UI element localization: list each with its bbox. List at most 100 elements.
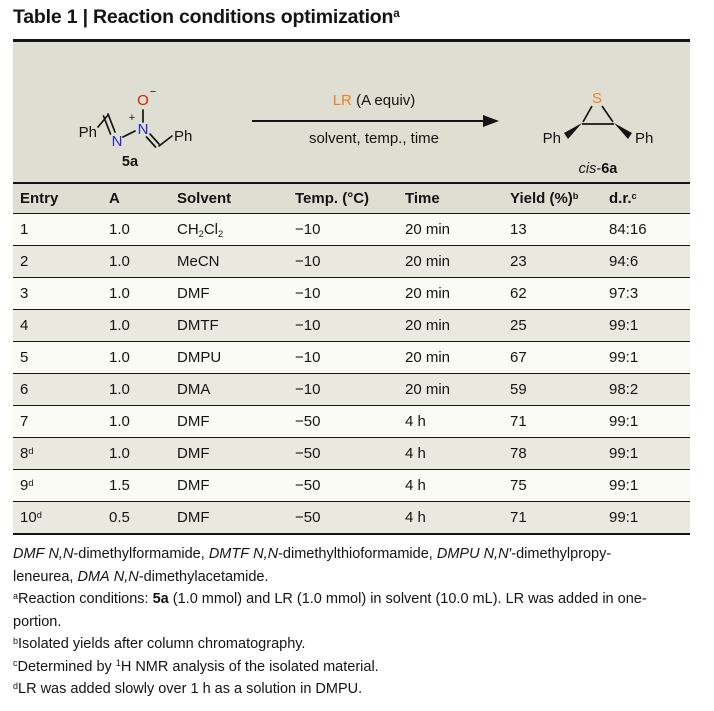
table-cell: 71	[510, 509, 527, 526]
table-cell: −10	[295, 253, 321, 270]
column-header: d.r.c	[609, 190, 637, 207]
product-structure: S Ph Ph cis-6a	[543, 90, 654, 177]
table-cell: DMTF	[177, 317, 219, 334]
table-cell: 84:16	[609, 221, 647, 238]
table-cell: 20 min	[405, 349, 451, 366]
column-header: Entry	[20, 190, 59, 207]
results-table: Entry A Solvent Temp. (°C) Time Yield (%)b d.r…	[13, 182, 690, 535]
table-cell: 20 min	[405, 285, 451, 302]
column-header: Solvent	[177, 190, 232, 207]
table-cell: 5	[20, 349, 29, 366]
ph-label: Ph	[635, 130, 653, 147]
table-cell: 8d	[20, 445, 34, 462]
table-cell: 99:1	[609, 445, 639, 462]
table-cell: 78	[510, 445, 527, 462]
table-cell: 99:1	[609, 509, 639, 526]
ph-label: Ph	[174, 128, 192, 145]
table-cell: DMF	[177, 413, 210, 430]
table-row: 8d 1.0 DMF −50 4 h 78 99:1	[13, 437, 690, 470]
table-cell: 1.0	[109, 413, 130, 430]
footnote-line: bIsolated yields after column chromatogr…	[13, 635, 306, 652]
table-cell: 1.0	[109, 253, 130, 270]
sulfur-atom: S	[592, 90, 602, 107]
table-cell: MeCN	[177, 253, 220, 270]
table-cell: 2	[20, 253, 29, 270]
table-row: 4 1.0 DMTF −10 20 min 25 99:1	[13, 309, 690, 342]
equiv-label: (A equiv)	[352, 92, 415, 109]
reactant-structure: Ph N N + O − Ph 5a	[79, 86, 193, 170]
table-cell: 1.0	[109, 445, 130, 462]
table-row: 9d 1.5 DMF −50 4 h 75 99:1	[13, 469, 690, 502]
table-cell: −50	[295, 509, 321, 526]
table-cell: −10	[295, 221, 321, 238]
table-cell: 1.0	[109, 317, 130, 334]
table-cell: 94:6	[609, 253, 639, 270]
table-cell: 1.0	[109, 349, 130, 366]
footnote-line: DMF N,N-dimethylformamide, DMTF N,N-dime…	[13, 546, 612, 585]
table-cell: 4 h	[405, 413, 426, 430]
table-cell: DMF	[177, 445, 210, 462]
table-cell: 4 h	[405, 445, 426, 462]
table-row: 1 1.0 CH2Cl2 −10 20 min 13 84:16	[13, 213, 690, 246]
table-cell: DMF	[177, 509, 210, 526]
table-cell: 1.0	[109, 285, 130, 302]
reaction-scheme: Ph N N + O − Ph 5a LR (A equiv) solvent,…	[79, 86, 654, 177]
table-cell: 10d	[20, 509, 42, 526]
table-cell: −50	[295, 445, 321, 462]
table-cell: 6	[20, 381, 29, 398]
table-cell: 99:1	[609, 477, 639, 494]
table-cell: 4	[20, 317, 29, 334]
reagent-label: LR (A equiv)	[333, 92, 416, 109]
table-cell: DMPU	[177, 349, 222, 366]
table-cell: 1.5	[109, 477, 130, 494]
table-cell: 99:1	[609, 349, 639, 366]
conditions-label: solvent, temp., time	[309, 130, 439, 147]
table-cell: 0.5	[109, 509, 130, 526]
table-cell: DMA	[177, 381, 211, 398]
table-cell: 98:2	[609, 381, 639, 398]
ph-label: Ph	[543, 130, 561, 147]
table-cell: −10	[295, 285, 321, 302]
wedge-bond	[564, 123, 582, 139]
table-cell: 23	[510, 253, 527, 270]
plus-charge: +	[129, 112, 135, 124]
table-row: 10d 0.5 DMF −50 4 h 71 99:1	[13, 501, 690, 534]
lr-label: LR	[333, 92, 352, 109]
column-header: Yield (%)b	[510, 190, 579, 207]
table-cell: 62	[510, 285, 527, 302]
reaction-scheme-panel: Ph N N + O − Ph 5a LR (A equiv) solvent,…	[13, 42, 690, 182]
table-cell: 20 min	[405, 253, 451, 270]
table-cell: 25	[510, 317, 527, 334]
table-cell: 99:1	[609, 413, 639, 430]
arrowhead	[483, 115, 499, 127]
table-cell: 1	[20, 221, 29, 238]
wedge-bond	[614, 123, 632, 139]
column-header: Temp. (°C)	[295, 190, 370, 207]
header-row: Entry A Solvent Temp. (°C) Time Yield (%)b d.r…	[13, 183, 690, 214]
table-cell: 67	[510, 349, 527, 366]
title-rule	[13, 39, 690, 42]
table-cell: −10	[295, 381, 321, 398]
table-cell: 20 min	[405, 317, 451, 334]
table-cell: 1.0	[109, 221, 130, 238]
nitrogen-atom: N	[112, 133, 123, 150]
table-cell: 4 h	[405, 477, 426, 494]
table-cell: 97:3	[609, 285, 639, 302]
table-cell: −50	[295, 413, 321, 430]
footnotes: DMF N,N-dimethylformamide, DMTF N,N-dime…	[13, 535, 703, 701]
footnote-line: cDetermined by 1H NMR analysis of the is…	[13, 658, 379, 675]
table-cell: 3	[20, 285, 29, 302]
table-cell: DMF	[177, 477, 210, 494]
table-row: 3 1.0 DMF −10 20 min 62 97:3	[13, 277, 690, 310]
oxygen-atom: O	[137, 92, 149, 109]
ph-label: Ph	[79, 124, 97, 141]
table-cell: 7	[20, 413, 29, 430]
table-cell: 4 h	[405, 509, 426, 526]
table-cell: 13	[510, 221, 527, 238]
hyphen: -	[596, 161, 601, 177]
table-cell: −10	[295, 349, 321, 366]
table-row: 7 1.0 DMF −50 4 h 71 99:1	[13, 405, 690, 438]
minus-charge: −	[150, 86, 156, 98]
column-header: Time	[405, 190, 440, 207]
